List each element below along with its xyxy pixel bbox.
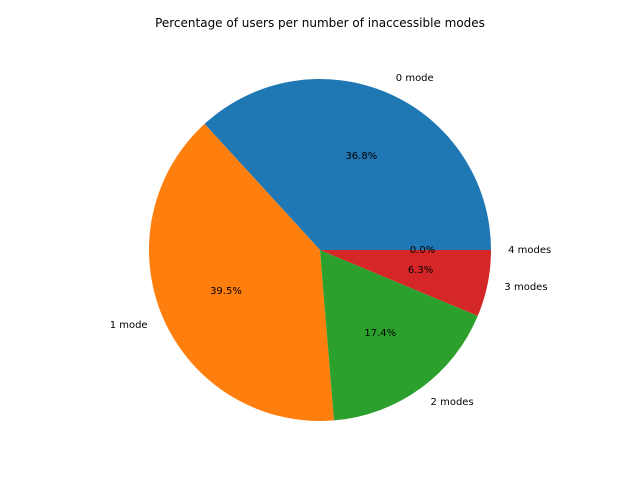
pie-labels: 0 mode 36.8% 1 mode 39.5% 2 modes 17.4% 3 mode… bbox=[110, 73, 552, 408]
slice-label-0-mode: 0 mode bbox=[396, 73, 434, 84]
pie-slices bbox=[149, 78, 491, 421]
slice-label-2-modes: 2 modes bbox=[431, 397, 474, 408]
slice-percent-3-modes: 6.3% bbox=[408, 265, 433, 276]
slice-percent-2-modes: 17.4% bbox=[364, 328, 396, 339]
slice-label-3-modes: 3 modes bbox=[504, 282, 547, 293]
slice-label-4-modes: 4 modes bbox=[508, 245, 551, 256]
pie-slice-0-mode bbox=[204, 78, 491, 250]
slice-percent-1-mode: 39.5% bbox=[210, 286, 242, 297]
slice-percent-4-modes: 0.0% bbox=[410, 245, 435, 256]
pie-slice-1-mode bbox=[149, 123, 334, 421]
slice-label-1-mode: 1 mode bbox=[110, 320, 148, 331]
chart-title: Percentage of users per number of inacce… bbox=[155, 16, 485, 30]
pie-slice-3-modes bbox=[320, 250, 491, 316]
pie-slice-2-modes bbox=[320, 250, 478, 421]
slice-percent-0-mode: 36.8% bbox=[345, 151, 377, 162]
